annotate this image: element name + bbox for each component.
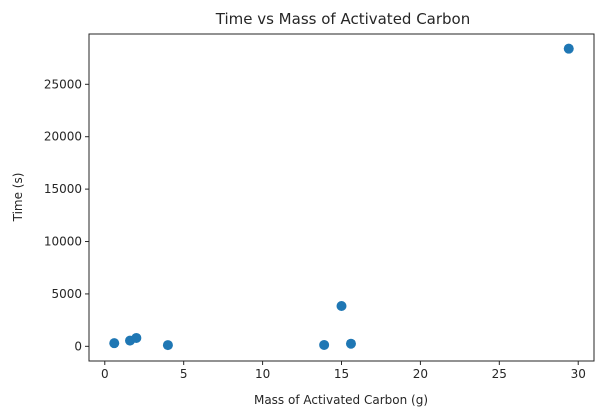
x-tick-label: 15 (334, 367, 349, 381)
y-axis-ticks: 0 5000 10000 15000 20000 25000 (44, 77, 89, 353)
x-tick-label: 10 (255, 367, 270, 381)
x-tick-label: 0 (101, 367, 109, 381)
data-point (319, 339, 330, 350)
data-point (131, 332, 142, 343)
y-tick-label: 25000 (44, 77, 82, 91)
data-points (109, 43, 574, 351)
y-tick-label: 5000 (51, 287, 82, 301)
y-tick-label: 20000 (44, 130, 82, 144)
y-tick-label: 10000 (44, 235, 82, 249)
x-tick-label: 30 (571, 367, 586, 381)
chart-title: Time vs Mass of Activated Carbon (215, 10, 471, 28)
data-point (563, 43, 574, 54)
x-axis-ticks: 0 5 10 15 20 25 30 (101, 361, 586, 381)
y-axis-label: Time (s) (11, 173, 25, 223)
y-tick-label: 0 (74, 339, 82, 353)
data-point (345, 338, 356, 349)
x-tick-label: 25 (492, 367, 507, 381)
x-tick-label: 20 (413, 367, 428, 381)
data-point (109, 338, 120, 349)
data-point (336, 300, 347, 311)
plot-area (88, 33, 595, 362)
x-tick-label: 5 (180, 367, 188, 381)
data-point (162, 340, 173, 351)
x-axis-label: Mass of Activated Carbon (g) (254, 393, 428, 407)
y-tick-label: 15000 (44, 182, 82, 196)
